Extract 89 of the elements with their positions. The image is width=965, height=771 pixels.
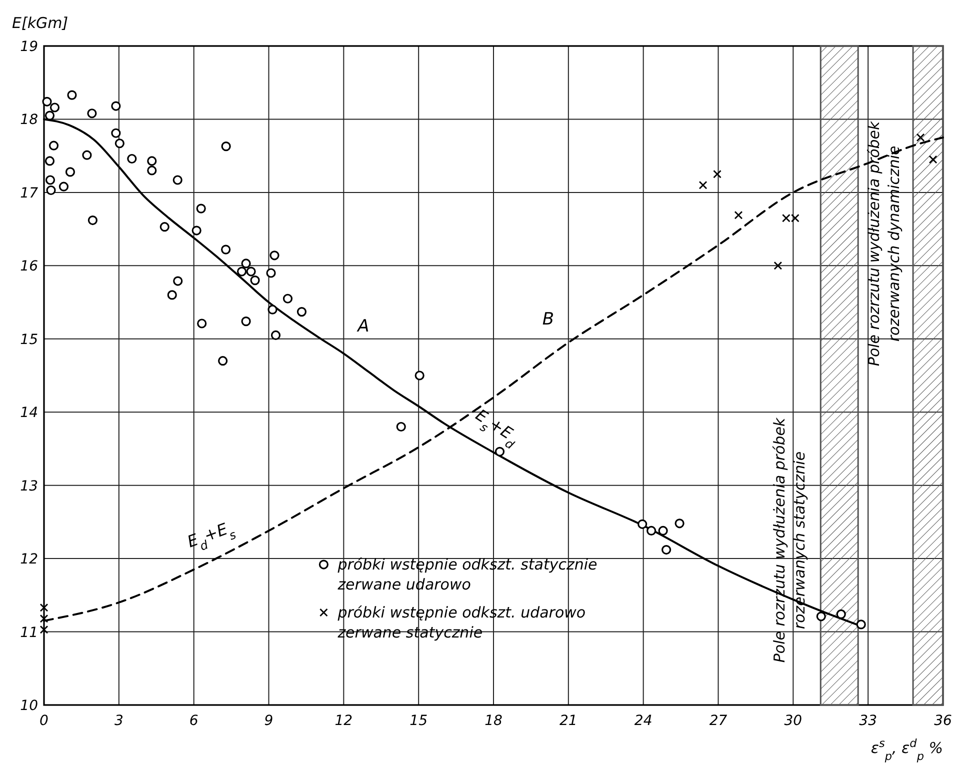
point <box>916 133 925 142</box>
y-axis-title: E[kGm] <box>12 14 68 32</box>
point <box>268 304 278 314</box>
x-tick-label: 0 <box>40 713 49 729</box>
point <box>87 108 97 118</box>
point <box>82 150 92 160</box>
x-tick-label: 21 <box>560 713 578 729</box>
point <box>160 222 170 232</box>
y-tick-label: 10 <box>20 698 38 714</box>
x-tick-label: 33 <box>859 713 877 729</box>
x-tick-label: 3 <box>114 713 124 729</box>
x-axis-title: ε$^{s}$$_{p}$, ε$^{d}$$_{p}$ % <box>870 736 943 762</box>
series-label: A <box>356 316 370 337</box>
band-label: Pole rozrzutu wydłużenia próbek rozerwanych dynamicznie <box>865 120 904 366</box>
point <box>192 226 202 236</box>
point <box>221 244 231 254</box>
point <box>50 102 60 112</box>
point <box>266 268 276 278</box>
x-tick-label: 36 <box>934 713 952 729</box>
point <box>58 182 69 192</box>
point <box>147 156 157 166</box>
point <box>856 620 866 630</box>
point <box>236 266 247 276</box>
point <box>218 356 228 366</box>
point <box>197 318 207 328</box>
point <box>173 276 183 286</box>
point <box>734 210 743 220</box>
point <box>241 258 251 268</box>
x-tick-label: 30 <box>784 713 802 729</box>
point <box>172 175 182 185</box>
point <box>88 215 98 226</box>
point <box>658 526 668 536</box>
y-tick-label: 12 <box>20 552 38 568</box>
y-tick-label: 17 <box>20 185 38 202</box>
x-tick-label: 27 <box>709 713 728 729</box>
point <box>221 142 231 152</box>
y-tick-label: 16 <box>20 258 38 275</box>
point <box>698 180 708 190</box>
point <box>196 204 206 214</box>
point <box>147 166 157 176</box>
point <box>65 167 76 177</box>
point <box>67 90 77 100</box>
point <box>836 609 846 620</box>
band-label: Pole rozrzutu wydłużenia próbek rozerwanych statycznie <box>770 416 809 663</box>
point <box>396 422 406 432</box>
y-tick-label: 11 <box>20 624 38 641</box>
point <box>111 101 121 111</box>
point <box>296 306 307 317</box>
point <box>44 156 55 166</box>
x-tick-label: 15 <box>410 713 428 729</box>
point <box>270 330 281 340</box>
point <box>241 316 251 326</box>
point <box>928 155 938 164</box>
y-tick-label: 18 <box>20 112 38 128</box>
point <box>45 175 56 185</box>
x-tick-label: 6 <box>189 713 198 729</box>
point <box>48 140 59 150</box>
point <box>167 290 177 300</box>
point <box>40 625 48 634</box>
point <box>127 154 137 164</box>
point <box>713 170 722 178</box>
point <box>282 294 293 304</box>
point <box>638 519 648 529</box>
point <box>494 446 505 456</box>
y-tick-label: 14 <box>20 405 38 422</box>
point <box>246 266 256 276</box>
x-tick-label: 9 <box>264 713 274 729</box>
y-tick-label: 15 <box>20 332 38 348</box>
point <box>111 128 121 138</box>
x-tick-label: 24 <box>634 713 652 729</box>
point <box>816 612 826 622</box>
series-label: B <box>542 310 554 330</box>
point <box>662 544 672 555</box>
point <box>414 370 424 380</box>
y-tick-label: 13 <box>20 478 38 494</box>
point <box>44 110 55 120</box>
point <box>114 138 124 148</box>
y-tick-label: 19 <box>20 39 38 55</box>
point <box>270 250 280 260</box>
point <box>46 185 56 196</box>
point <box>250 276 260 286</box>
point <box>646 526 656 536</box>
x-tick-label: 12 <box>334 713 353 729</box>
point <box>674 518 684 528</box>
point <box>40 614 48 623</box>
point <box>40 603 48 612</box>
point <box>42 96 52 106</box>
point <box>774 261 782 270</box>
x-tick-label: 18 <box>484 713 502 729</box>
